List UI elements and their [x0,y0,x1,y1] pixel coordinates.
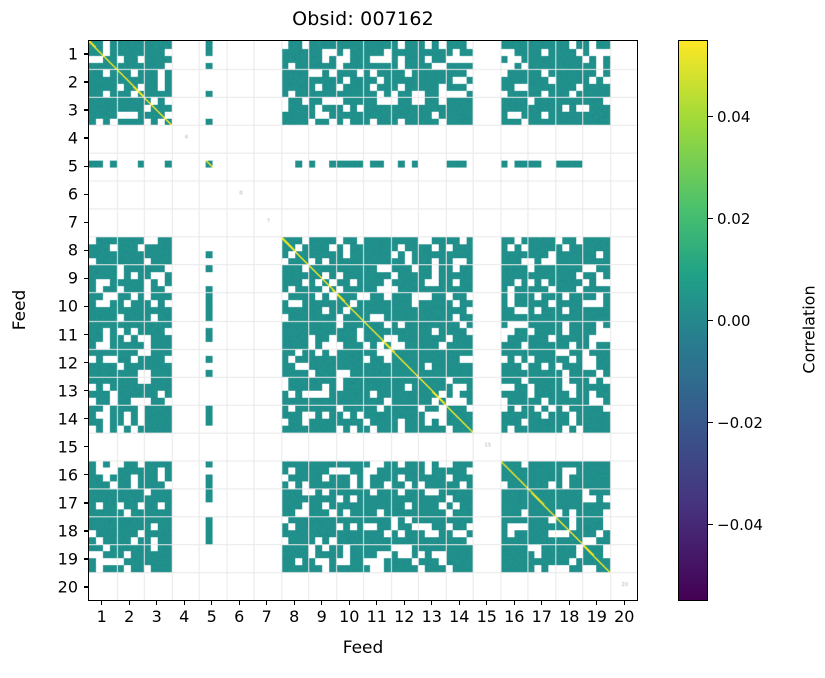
correlation-heatmap [89,41,637,600]
x-tick-20 [623,601,625,605]
figure-title: Obsid: 007162 [292,8,434,30]
y-tick-15 [84,446,88,448]
colorbar-tick-label-1: 0.02 [717,209,751,228]
x-tick-10 [348,601,350,605]
y-tick-2 [84,81,88,83]
x-tick-11 [376,601,378,605]
x-tick-13 [431,601,433,605]
colorbar-tick-3 [708,421,713,424]
y-tick-13 [84,389,88,392]
y-tick-label-19: 19 [57,549,78,569]
x-tick-label-5: 5 [206,607,217,626]
colorbar-tick-label-0: 0.04 [717,107,751,126]
y-tick-16 [84,474,88,476]
x-tick-label-10: 10 [339,607,360,626]
colorbar-tick-label-3: −0.02 [717,413,763,432]
x-tick-2 [128,601,130,605]
y-tick-19 [84,558,88,560]
x-axis-label: Feed [342,638,384,658]
x-tick-label-3: 3 [151,607,162,626]
y-tick-4 [84,137,88,139]
y-tick-10 [84,305,88,308]
x-tick-label-7: 7 [261,607,272,626]
y-tick-1 [84,53,88,55]
y-tick-11 [84,333,88,336]
y-tick-17 [84,502,88,504]
colorbar-tick-0 [708,115,713,118]
colorbar [678,40,708,601]
colorbar-tick-label-2: 0.00 [717,311,751,330]
colorbar-tick-2 [708,319,713,322]
heatmap-plot-area [88,40,638,601]
y-tick-label-18: 18 [57,521,78,541]
y-tick-5 [84,165,88,167]
x-tick-15 [486,601,488,605]
y-tick-label-15: 15 [57,437,78,457]
x-tick-label-13: 13 [421,607,442,626]
y-tick-6 [84,193,88,195]
y-tick-label-16: 16 [57,465,78,485]
x-tick-17 [541,601,543,605]
x-tick-12 [403,601,405,605]
y-tick-label-6: 6 [67,184,78,204]
x-tick-5 [211,601,213,605]
x-tick-label-16: 16 [504,607,525,626]
y-axis-label: Feed [10,289,30,331]
y-tick-label-7: 7 [67,212,78,232]
y-tick-9 [84,277,88,280]
x-tick-8 [293,601,295,605]
y-tick-label-8: 8 [67,240,78,260]
x-tick-label-1: 1 [96,607,107,626]
x-tick-7 [266,601,268,605]
colorbar-tick-1 [708,217,713,220]
colorbar-label: Correlation [799,285,819,374]
y-tick-label-2: 2 [67,72,78,92]
y-tick-label-11: 11 [57,325,78,345]
y-tick-20 [84,586,88,588]
x-tick-label-14: 14 [449,607,470,626]
x-tick-1 [101,601,103,605]
y-tick-18 [84,530,88,532]
y-tick-label-14: 14 [57,409,78,429]
y-tick-label-12: 12 [57,353,78,373]
x-tick-3 [156,601,158,605]
x-tick-label-18: 18 [559,607,580,626]
x-tick-4 [183,601,185,605]
y-tick-label-17: 17 [57,493,78,513]
x-tick-label-6: 6 [234,607,245,626]
x-tick-label-19: 19 [586,607,607,626]
x-tick-label-9: 9 [316,607,327,626]
x-tick-label-15: 15 [476,607,497,626]
y-tick-label-5: 5 [67,156,78,176]
x-tick-label-20: 20 [614,607,635,626]
y-tick-label-9: 9 [67,268,78,288]
x-tick-9 [321,601,323,605]
y-tick-label-10: 10 [57,296,78,316]
y-tick-14 [84,417,88,420]
x-tick-label-12: 12 [394,607,415,626]
y-tick-8 [84,249,88,252]
colorbar-tick-label-4: −0.04 [717,515,763,534]
x-tick-label-8: 8 [289,607,300,626]
x-tick-16 [513,601,515,605]
y-tick-3 [84,109,88,111]
y-tick-12 [84,361,88,364]
y-tick-7 [84,221,88,224]
x-tick-label-4: 4 [179,607,190,626]
y-tick-label-20: 20 [57,577,78,597]
y-tick-label-3: 3 [67,100,78,120]
x-tick-label-17: 17 [531,607,552,626]
x-tick-19 [596,601,598,605]
x-tick-14 [458,601,460,605]
y-tick-label-13: 13 [57,381,78,401]
x-tick-label-11: 11 [366,607,387,626]
x-tick-6 [238,601,240,605]
y-tick-label-4: 4 [67,128,78,148]
colorbar-tick-4 [708,523,713,526]
x-tick-label-2: 2 [124,607,135,626]
y-tick-label-1: 1 [67,44,78,64]
x-tick-18 [568,601,570,605]
